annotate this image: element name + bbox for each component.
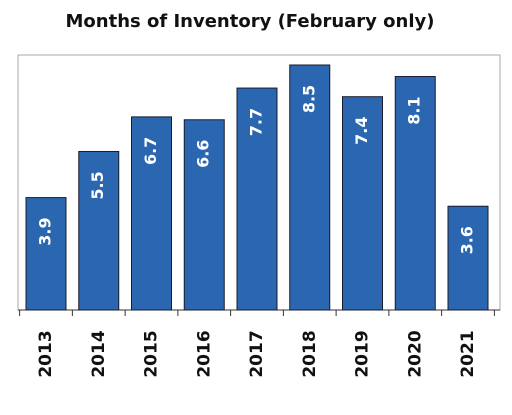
bar xyxy=(131,116,172,311)
bar xyxy=(289,64,331,311)
value-label: 6.6 xyxy=(194,140,213,168)
x-tick-label: 2016 xyxy=(194,330,214,377)
chart-title: Months of Inventory (February only) xyxy=(66,11,435,32)
x-tick-label: 2019 xyxy=(353,330,373,377)
bar xyxy=(78,150,120,311)
value-label: 7.7 xyxy=(247,108,266,136)
value-label: 3.9 xyxy=(36,217,55,245)
x-tick-label: 2015 xyxy=(142,330,162,377)
bar xyxy=(236,87,278,311)
value-label: 8.1 xyxy=(405,96,424,124)
x-tick-label: 2020 xyxy=(405,330,425,377)
bar xyxy=(183,119,225,311)
bar xyxy=(447,205,489,311)
x-tick-label: 2018 xyxy=(300,330,320,377)
bar xyxy=(25,197,67,311)
bar xyxy=(394,76,436,311)
x-tick-label: 2013 xyxy=(36,330,56,377)
x-tick-label: 2014 xyxy=(89,330,109,377)
value-label: 8.5 xyxy=(299,85,318,113)
value-label: 3.6 xyxy=(458,226,477,254)
value-label: 5.5 xyxy=(88,171,107,199)
x-tick-label: 2017 xyxy=(247,330,267,377)
value-label: 6.7 xyxy=(141,137,160,165)
x-tick-label: 2021 xyxy=(458,330,478,377)
bar xyxy=(342,96,383,311)
value-label: 7.4 xyxy=(352,117,371,145)
